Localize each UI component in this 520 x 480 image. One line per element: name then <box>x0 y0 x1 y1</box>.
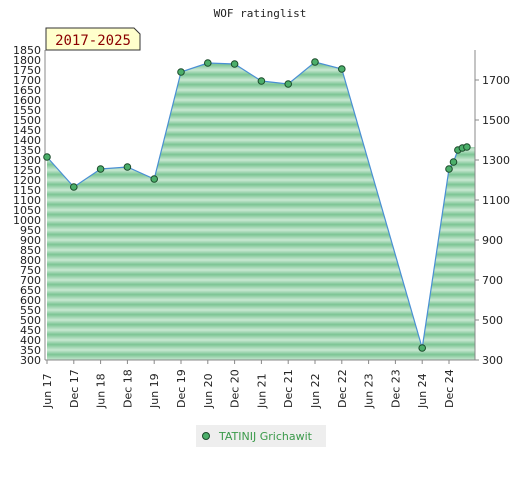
left-axis: 1850180017501700165016001550150014501400… <box>13 44 41 367</box>
x-tick-label: Jun 21 <box>255 373 268 409</box>
area-layer <box>47 62 475 360</box>
data-point <box>418 344 427 352</box>
left-tick-label: 1050 <box>13 204 41 217</box>
legend-marker <box>202 432 210 440</box>
x-tick-label: Dec 19 <box>175 369 188 408</box>
series-markers <box>43 58 471 352</box>
right-tick-label: 1700 <box>482 74 510 87</box>
x-axis: Jun 17 Dec 17 Jun 18 Dec 18 Jun 19 Dec 19 Jun … <box>41 360 456 409</box>
left-tick-label: 1850 <box>13 44 41 57</box>
left-tick-label: 1450 <box>13 124 41 137</box>
left-tick-label: 1300 <box>13 154 41 167</box>
x-tick-label: Jun 24 <box>416 373 429 409</box>
period-badge: 2017-2025 <box>45 27 141 51</box>
x-tick-label: Dec 20 <box>229 369 242 408</box>
x-tick-label: Jun 22 <box>309 373 322 409</box>
x-tick-label: Jun 23 <box>363 373 376 409</box>
data-point <box>257 77 266 85</box>
data-point <box>96 165 105 173</box>
left-tick-label: 300 <box>20 354 41 367</box>
left-tick-label: 1100 <box>13 194 41 207</box>
left-tick-label: 1250 <box>13 164 41 177</box>
legend[interactable]: TATINIJ Grichawit <box>196 425 326 447</box>
left-tick-label: 600 <box>20 294 41 307</box>
left-tick-label: 1650 <box>13 84 41 97</box>
left-tick-label: 1750 <box>13 64 41 77</box>
left-tick-label: 850 <box>20 244 41 257</box>
axes-layer <box>44 50 476 361</box>
data-point <box>338 65 346 73</box>
left-tick-label: 400 <box>20 334 41 347</box>
data-point <box>150 175 158 183</box>
data-point <box>449 158 458 166</box>
x-tick-label: Dec 18 <box>121 369 134 408</box>
x-tick-label: Dec 17 <box>68 369 81 408</box>
left-tick-label: 1400 <box>13 134 41 147</box>
left-tick-label: 950 <box>20 224 41 237</box>
right-tick-label: 500 <box>482 314 503 327</box>
data-point <box>445 165 453 173</box>
left-tick-label: 1700 <box>13 74 41 87</box>
left-tick-label: 550 <box>20 304 41 317</box>
left-tick-label: 1000 <box>13 214 41 227</box>
left-tick-label: 500 <box>20 314 41 327</box>
period-badge-box <box>45 27 141 51</box>
x-tick-label: Dec 22 <box>336 369 349 408</box>
right-tick-label: 1100 <box>482 194 510 207</box>
left-tick-label: 450 <box>20 324 41 337</box>
left-tick-label: 1200 <box>13 174 41 187</box>
right-axis: 1700 1500 1300 1100 900 700 500 300 <box>475 74 510 367</box>
series-area-fill <box>47 62 475 360</box>
left-tick-label: 800 <box>20 254 41 267</box>
x-tick-label: Jun 19 <box>148 373 161 409</box>
right-tick-label: 300 <box>482 354 503 367</box>
left-tick-label: 700 <box>20 274 41 287</box>
right-tick-label: 1300 <box>482 154 510 167</box>
chart-title: WOF ratinglist <box>214 7 307 20</box>
right-tick-label: 900 <box>482 234 503 247</box>
right-tick-label: 1500 <box>482 114 510 127</box>
legend-series-label: TATINIJ Grichawit <box>218 430 313 443</box>
left-tick-label: 1600 <box>13 94 41 107</box>
left-tick-label: 1500 <box>13 114 41 127</box>
data-point <box>230 60 239 68</box>
left-tick-label: 1350 <box>13 144 41 157</box>
left-tick-label: 1550 <box>13 104 41 117</box>
x-tick-label: Jun 17 <box>41 373 54 409</box>
data-point <box>177 68 185 76</box>
x-tick-label: Jun 20 <box>202 373 215 409</box>
data-point <box>123 163 132 171</box>
left-tick-label: 750 <box>20 264 41 277</box>
right-tick-label: 700 <box>482 274 503 287</box>
left-tick-label: 1800 <box>13 54 41 67</box>
x-tick-label: Dec 23 <box>389 369 402 408</box>
data-point <box>70 183 78 191</box>
left-tick-label: 900 <box>20 234 41 247</box>
data-point <box>43 153 51 161</box>
left-tick-label: 1150 <box>13 184 41 197</box>
x-tick-label: Dec 21 <box>282 369 295 408</box>
data-point <box>204 59 212 67</box>
period-badge-text: 2017-2025 <box>55 33 131 49</box>
x-tick-label: Jun 18 <box>95 373 108 409</box>
data-point <box>284 80 293 88</box>
x-tick-label: Dec 24 <box>443 369 456 408</box>
data-point <box>463 143 471 151</box>
left-tick-label: 350 <box>20 344 41 357</box>
legend-box <box>196 425 326 447</box>
data-point <box>311 58 319 66</box>
left-tick-label: 650 <box>20 284 41 297</box>
